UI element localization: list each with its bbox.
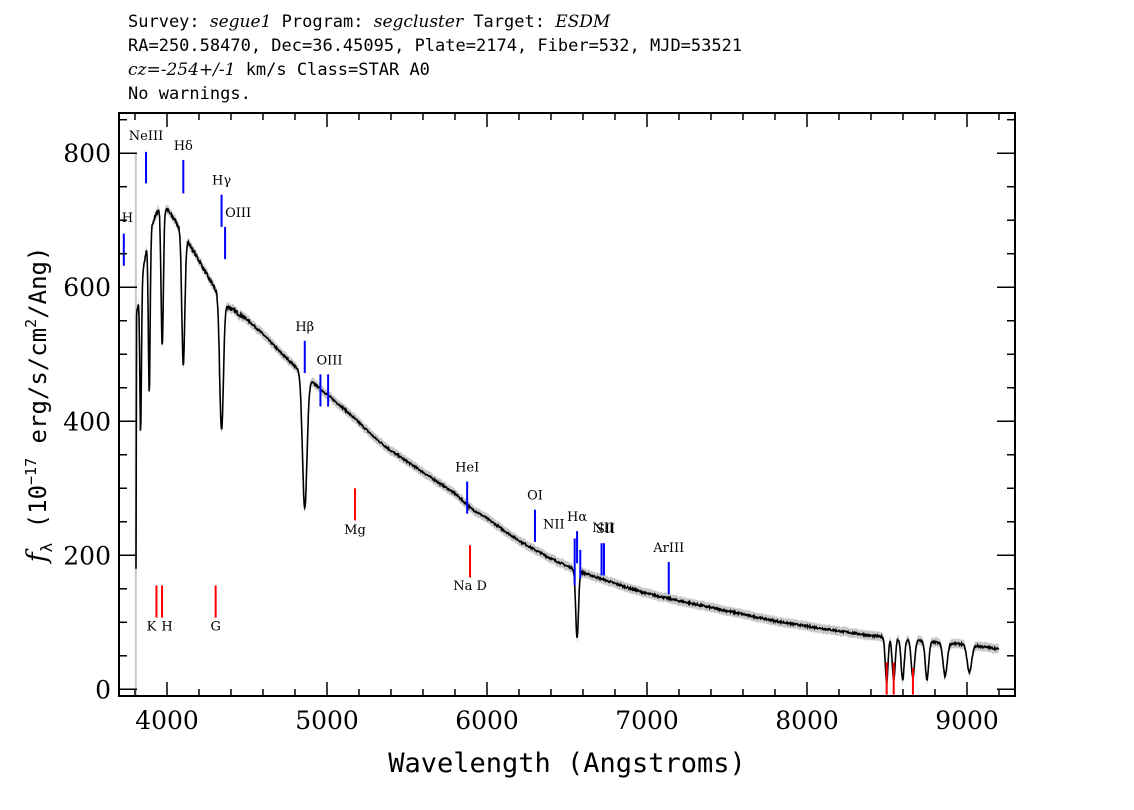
program-value: segcluster (373, 12, 464, 32)
x-axis-label: Wavelength (Angstroms) (388, 748, 746, 779)
error-band (136, 203, 999, 688)
absorption-line-label: H (161, 619, 172, 634)
y-tick-label: 0 (95, 675, 111, 704)
survey-label: Survey: (128, 12, 210, 32)
emission-line-label: NII (543, 517, 565, 532)
emission-line-label: NII (592, 521, 614, 536)
spectrum-layer (135, 207, 1000, 684)
header-line-1: Survey: segue1 Program: segcluster Targe… (128, 10, 742, 34)
spectrum-line (135, 207, 1000, 684)
emission-line-label: Hδ (174, 139, 193, 154)
target-value: ESDM (555, 12, 611, 32)
x-tick-label: 8000 (775, 706, 839, 735)
emission-line-label: OI (527, 489, 543, 504)
error-band-layer (136, 203, 999, 688)
x-tick-label: 7000 (615, 706, 679, 735)
x-tick-label: 9000 (935, 706, 999, 735)
header-line-4: No warnings. (128, 84, 251, 104)
emission-line-label: ArIII (652, 541, 684, 556)
header-line-2: RA=250.58470, Dec=36.45095, Plate=2174, … (128, 36, 743, 56)
y-tick-label: 200 (63, 541, 111, 570)
absorption-line-label: Na D (453, 579, 487, 594)
emission-line-label: SII (596, 522, 615, 537)
absorption-line-label: G (210, 619, 220, 634)
y-tick-label: 400 (63, 407, 111, 436)
absorption-line-label: Mg (344, 523, 366, 538)
y-tick-label: 600 (63, 273, 111, 302)
target-label: Target: (463, 12, 556, 32)
emission-line-label: Hγ (212, 174, 231, 189)
emission-line-label: HeI (455, 461, 479, 476)
spectrum-header: Survey: segue1 Program: segcluster Targe… (128, 10, 742, 106)
plot-frame (118, 112, 1016, 697)
x-tick-label: 5000 (295, 706, 359, 735)
absorption-line-label: K (147, 619, 157, 634)
emission-line-label: H (122, 211, 133, 226)
emission-line-label: Hα (567, 510, 587, 525)
y-tick-label: 800 (63, 139, 111, 168)
program-label: Program: (271, 12, 374, 32)
emission-line-label: OIII (225, 206, 251, 221)
emission-line-label: Hβ (295, 320, 314, 335)
axes-layer: 4000 5000 6000 7000 8000 9000 0 200 400 600 800 Wav… (22, 112, 1016, 779)
y-axis-label: fλ (10−17 erg/s/cm2/Ang) (22, 247, 56, 565)
emission-line-label: OIII (316, 353, 342, 368)
redshift-value: cz=-254+/-1 (128, 60, 236, 80)
x-tick-label: 4000 (135, 706, 199, 735)
survey-value: segue1 (209, 12, 272, 32)
x-tick-label: 6000 (455, 706, 519, 735)
class-info: km/s Class=STAR A0 (235, 60, 430, 80)
emission-line-label: NeIII (129, 129, 163, 144)
header-line-3: cz=-254+/-1 km/s Class=STAR A0 (128, 58, 742, 82)
